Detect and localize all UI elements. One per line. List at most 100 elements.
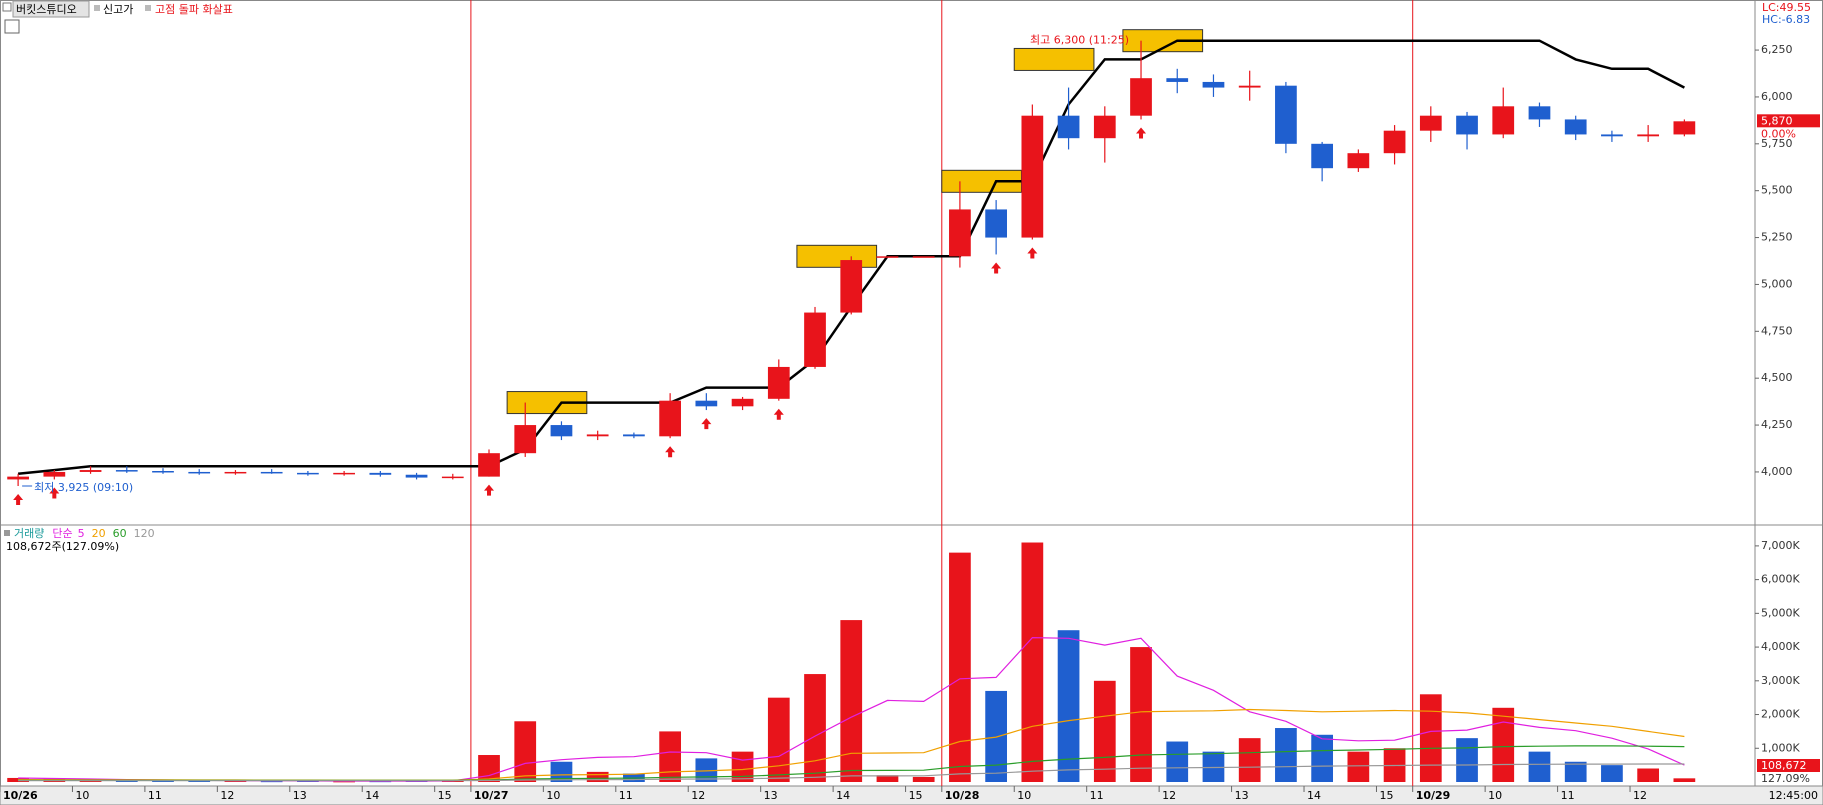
volume-bar xyxy=(115,780,138,782)
candle-body xyxy=(840,260,863,313)
y-tick-label: 6,000 xyxy=(1761,90,1793,103)
candle-body xyxy=(586,434,609,437)
tab-label[interactable]: 버킷스튜디오 xyxy=(16,3,77,16)
info-lc: LC:49.55 xyxy=(1762,1,1811,14)
candle-body xyxy=(333,472,355,475)
moving-average xyxy=(18,763,1685,782)
legend-entry: 120 xyxy=(134,527,155,540)
volume-bar xyxy=(586,771,609,782)
candle-body xyxy=(659,400,681,437)
candle-body xyxy=(260,471,283,474)
volume-bar xyxy=(1130,647,1152,782)
last-price-label: 5,870 xyxy=(1761,114,1793,127)
volume-bar xyxy=(1637,768,1660,782)
candle-body xyxy=(767,366,790,399)
candle-body xyxy=(1093,115,1116,139)
volume-bar xyxy=(1528,751,1551,782)
legend-entry: 60 xyxy=(113,527,127,540)
y-tick-label: 5,500 xyxy=(1761,184,1793,197)
x-tick-label: 13 xyxy=(764,789,778,802)
candle-body xyxy=(1130,78,1152,116)
tab-label[interactable]: 신고가 xyxy=(103,3,133,16)
candle-body xyxy=(695,400,718,407)
candle-body xyxy=(731,398,754,407)
volume-bar xyxy=(731,751,754,782)
x-tick-label: 10 xyxy=(75,789,89,802)
signal-arrow xyxy=(991,262,1002,274)
candle-body xyxy=(441,476,464,479)
tab-icon xyxy=(94,5,100,11)
x-tick-label: 11 xyxy=(1561,789,1575,802)
candle-body xyxy=(188,471,211,474)
volume-bar xyxy=(1601,765,1623,782)
candle-body xyxy=(1492,106,1515,135)
y-tick-label: 3,000K xyxy=(1761,674,1800,687)
volume-info: 108,672주(127.09%) xyxy=(6,540,119,553)
y-tick-label: 4,000K xyxy=(1761,640,1800,653)
volume-bar xyxy=(876,775,899,782)
volume-bar xyxy=(514,721,537,782)
volume-bar xyxy=(188,780,211,782)
x-tick-label: 14 xyxy=(1307,789,1321,802)
candle-body xyxy=(1347,153,1370,169)
volume-bar xyxy=(767,697,790,782)
breakout-box xyxy=(1013,47,1095,71)
volume-bar xyxy=(912,776,935,782)
volume-bar xyxy=(1166,741,1189,782)
candle-body xyxy=(1202,81,1225,88)
candle-body xyxy=(1528,106,1551,120)
volume-bar xyxy=(478,755,500,782)
top-layer: 10/26 10 11 12 13 14 15 10/27 10 11 12 13 14 15 10/28 1… xyxy=(3,34,1820,802)
tab[interactable] xyxy=(12,0,90,18)
signal-arrow xyxy=(13,494,24,505)
candle-body xyxy=(912,256,935,258)
legend-title: 거래량 xyxy=(14,527,44,540)
y-tick-label: 5,750 xyxy=(1761,137,1793,150)
candle-body xyxy=(369,472,392,475)
volume-bar xyxy=(1673,778,1696,782)
annotation: 최고 6,300 (11:25) xyxy=(1030,34,1129,47)
x-tick-label: 12 xyxy=(1162,789,1176,802)
x-tick-label: 11 xyxy=(148,789,162,802)
candle-body xyxy=(1637,134,1660,137)
legend-ma-label: 단순 xyxy=(52,527,72,540)
x-tick-label: 15 xyxy=(438,789,452,802)
signal-arrow xyxy=(1027,247,1038,259)
tab-label[interactable]: 고점 돌파 화살표 xyxy=(155,3,233,16)
info-hc: HC:-6.83 xyxy=(1762,13,1810,26)
candle-body xyxy=(478,453,500,477)
main-layer xyxy=(7,39,1696,783)
candle-body xyxy=(804,312,826,367)
y-tick-label: 2,000K xyxy=(1761,708,1800,721)
volume-bar xyxy=(1202,751,1225,782)
volume-bar xyxy=(1238,738,1261,782)
y-tick-label: 6,250 xyxy=(1761,43,1793,56)
last-price-box xyxy=(1757,114,1820,128)
time-axis-strip xyxy=(0,785,1823,805)
candle-body xyxy=(1601,134,1623,137)
volume-bar xyxy=(224,780,247,782)
candle-body xyxy=(1166,78,1189,82)
volume-bar xyxy=(840,620,863,782)
candle-body xyxy=(1275,85,1297,144)
x-tick-label: 10 xyxy=(546,789,560,802)
volume-bar xyxy=(1021,542,1044,782)
y-tick-label: 7,000K xyxy=(1761,539,1800,552)
legend-entry: 5 xyxy=(78,527,85,540)
last-volume-box xyxy=(1757,759,1820,772)
x-tick-label: 12 xyxy=(1633,789,1647,802)
last-volume-pct: 127.09% xyxy=(1761,772,1810,785)
volume-bar xyxy=(695,758,718,782)
y-tick-label: 5,000 xyxy=(1761,277,1793,290)
volume-bar xyxy=(659,731,681,782)
candle-body xyxy=(152,471,174,473)
candle-body xyxy=(297,472,319,475)
x-tick-label: 10/27 xyxy=(474,789,509,802)
signal-arrow xyxy=(1136,127,1147,139)
y-tick-label: 1,000K xyxy=(1761,741,1800,754)
toolbar: 버킷스튜디오 신고가 고점 돌파 화살표 LC:49.55 HC:-6.83 xyxy=(2,0,1811,34)
tab-icon xyxy=(145,5,151,11)
grid-button[interactable] xyxy=(4,19,20,34)
